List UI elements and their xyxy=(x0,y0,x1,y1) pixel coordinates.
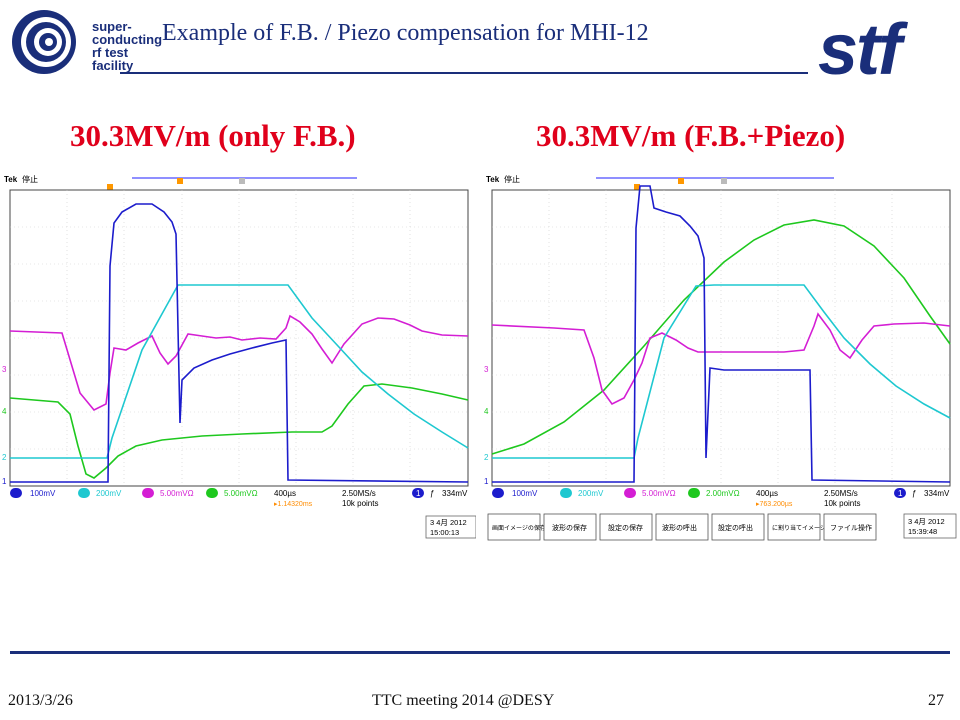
ch2-scale: 200mV xyxy=(96,489,122,498)
trigger-edge-icon: ƒ xyxy=(430,489,434,498)
timebase: 400µs xyxy=(756,489,778,498)
trigger-edge-icon: ƒ xyxy=(912,489,916,498)
ch1-scale: 100mV xyxy=(30,489,56,498)
channel-marker: 1 xyxy=(2,477,7,486)
scope-status: 停止 xyxy=(504,174,520,184)
menu-button-label: 画面イメージの保存 xyxy=(492,524,546,532)
scope-screen: Tek 停止 3 4 2 1 100mV xyxy=(2,168,476,548)
menu-button-recall-waveform[interactable] xyxy=(655,513,709,541)
menu-button-save-setup[interactable] xyxy=(599,513,653,541)
ch2-scale: 200mV xyxy=(578,489,604,498)
ch3-scale: 5.00mVΩ xyxy=(642,489,676,498)
channel-scale-bar: 100mV 200mV 5.00mVΩ 2.00mVΩ xyxy=(492,488,740,498)
footer-date: 2013/3/26 xyxy=(8,692,73,709)
menu-button-label: 設定の保存 xyxy=(608,523,643,532)
footer-event: TTC meeting 2014 @DESY xyxy=(372,692,555,709)
trigger-position: ▸1.14320ms xyxy=(274,501,313,508)
timebase: 400µs xyxy=(274,489,296,498)
scope-menu-bar: 画面イメージの保存 波形の保存 設定の保存 波形の呼出 設定の呼出 に割り当てイ… xyxy=(487,513,877,541)
spiral-logo-icon xyxy=(12,10,76,74)
trace-ch1 xyxy=(492,185,951,483)
sample-rate: 2.50MS/s xyxy=(824,489,858,498)
oscilloscope-fb-piezo: Tek 停止 3 4 2 1 100mV xyxy=(484,168,958,548)
menu-button-label: ファイル操作 xyxy=(830,523,872,532)
ch4-scale: 5.00mVΩ xyxy=(224,489,258,498)
logo-line: conducting xyxy=(92,32,163,47)
channel-marker: 4 xyxy=(484,407,489,416)
oscilloscope-fb-only: Tek 停止 3 4 2 1 100mV xyxy=(2,168,476,548)
menu-button-save-waveform[interactable] xyxy=(543,513,597,541)
channel-marker: 2 xyxy=(484,453,489,462)
scope-brand: Tek xyxy=(486,175,500,184)
stf-logo-text: stf xyxy=(818,12,908,84)
stf-logo: stf xyxy=(814,10,954,90)
ch4-scale: 2.00mVΩ xyxy=(706,489,740,498)
subtitle-fb-piezo: 30.3MV/m (F.B.+Piezo) xyxy=(536,118,846,153)
record-length: 10k points xyxy=(342,499,378,508)
subtitle-fb-only: 30.3MV/m (only F.B.) xyxy=(70,118,356,153)
stf-logo-icon: stf xyxy=(818,10,910,90)
scope-date: 3 4月 2012 xyxy=(430,518,467,527)
menu-button-recall-setup[interactable] xyxy=(711,513,765,541)
scope-date: 3 4月 2012 xyxy=(908,517,945,526)
slide-title: Example of F.B. / Piezo compensation for… xyxy=(162,20,649,46)
trigger-marker-icon xyxy=(634,184,640,191)
trigger-channel: 1 xyxy=(898,489,903,498)
trace-ch4 xyxy=(491,219,951,455)
menu-button-assign-image[interactable] xyxy=(767,513,821,541)
scope-datetime-box xyxy=(425,515,476,539)
ch1-scale: 100mV xyxy=(512,489,538,498)
trigger-position: ▸763.200µs xyxy=(756,501,793,508)
facility-logo: super- conducting rf test facility xyxy=(8,6,162,78)
logo-line: super- xyxy=(92,19,132,34)
trigger-channel: 1 xyxy=(416,489,421,498)
menu-button-save-screen[interactable] xyxy=(487,513,541,541)
scope-datetime-box xyxy=(903,513,957,539)
title-divider xyxy=(120,72,808,74)
scope-time: 15:00:13 xyxy=(430,528,459,537)
menu-button-label: 波形の呼出 xyxy=(662,523,697,532)
channel-marker: 1 xyxy=(484,477,489,486)
logo-line: facility xyxy=(92,58,134,73)
trace-ch1 xyxy=(10,203,469,483)
trace-ch2 xyxy=(492,284,951,459)
channel-marker: 4 xyxy=(2,407,7,416)
menu-button-label: に割り当てイメージ xyxy=(772,524,826,532)
footer-divider xyxy=(10,651,950,654)
facility-logo-text: super- conducting rf test facility xyxy=(92,20,162,72)
scope-screen: Tek 停止 3 4 2 1 100mV xyxy=(484,168,958,548)
scope-brand: Tek xyxy=(4,175,18,184)
channel-marker: 3 xyxy=(484,365,489,374)
menu-button-file-utilities[interactable] xyxy=(823,513,877,541)
trigger-marker-icon xyxy=(107,184,113,191)
menu-button-label: 波形の保存 xyxy=(552,523,587,532)
channel-marker: 2 xyxy=(2,453,7,462)
ch3-scale: 5.00mVΩ xyxy=(160,489,194,498)
trigger-level: 334mV xyxy=(442,489,468,498)
menu-button-label: 設定の呼出 xyxy=(718,523,753,532)
logo-line: rf test xyxy=(92,45,129,60)
scope-status: 停止 xyxy=(22,174,38,184)
trigger-level: 334mV xyxy=(924,489,950,498)
scope-time: 15:39:48 xyxy=(908,527,937,536)
channel-scale-bar: 100mV 200mV 5.00mVΩ 5.00mVΩ xyxy=(10,488,258,498)
sample-rate: 2.50MS/s xyxy=(342,489,376,498)
record-length: 10k points xyxy=(824,499,860,508)
page-number: 27 xyxy=(928,692,944,709)
trace-ch2 xyxy=(10,284,469,459)
channel-marker: 3 xyxy=(2,365,7,374)
